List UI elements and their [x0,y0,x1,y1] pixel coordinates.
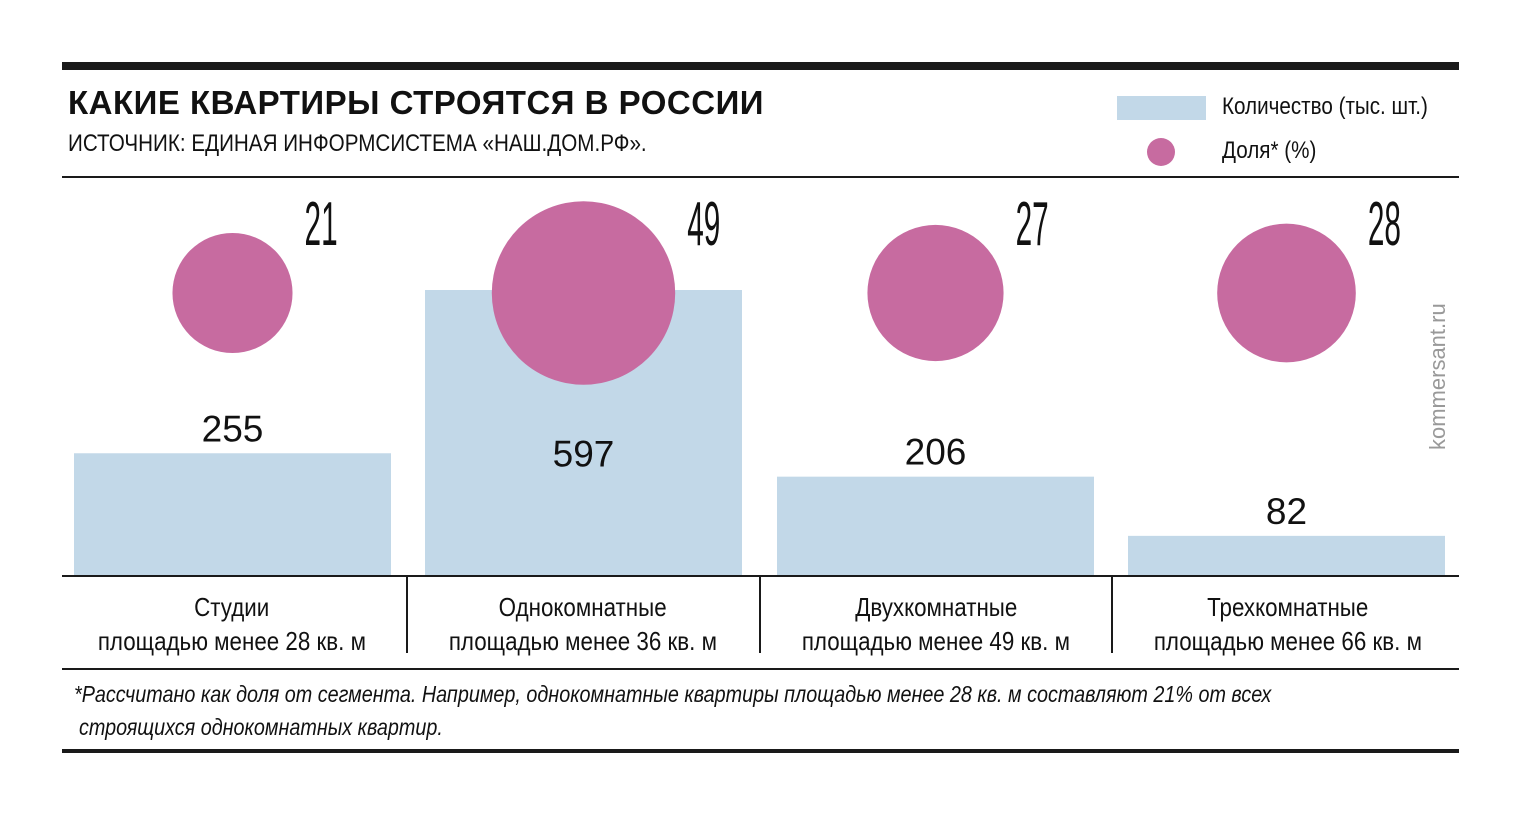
category-divider [759,577,761,653]
share-value-label: 27 [1016,190,1049,259]
share-value-label: 49 [687,190,720,259]
bar-value-label: 255 [202,408,264,449]
category-label-line: площадью менее 36 кв. м [448,626,718,656]
bottom-rule [62,749,1459,753]
legend-bar-text: Количество (тыс. шт.) [1222,93,1428,120]
category-label-line: Трехкомнатные [1207,592,1369,622]
chart-title: КАКИЕ КВАРТИРЫ СТРОЯТСЯ В РОССИИ [68,84,765,121]
category-label-line: Двухкомнатные [854,592,1018,622]
share-bubble [867,224,1004,362]
share-value-label: 21 [305,190,338,259]
footnote-line: *Рассчитано как доля от сегмента. Наприм… [74,681,1272,707]
category-label-line: Однокомнатные [499,592,667,622]
category-label: Двухкомнатные площадью менее 49 кв. м [760,590,1112,658]
footnote-rule [62,668,1459,670]
legend-bubble-text: Доля* (%) [1222,137,1317,164]
category-divider [406,577,408,653]
category-label: Трехкомнатные площадью менее 66 кв. м [1112,590,1464,658]
legend-bubble-swatch [1147,138,1175,166]
share-bubble [491,201,676,385]
source-text: ИСТОЧНИК: ЕДИНАЯ ИНФОРМСИСТЕМА «НАШ.ДОМ.… [68,130,647,157]
chart-source: ИСТОЧНИК: ЕДИНАЯ ИНФОРМСИСТЕМА «НАШ.ДОМ.… [68,130,741,158]
footnote-line: строящихся однокомнатных квартир. [79,714,443,740]
legend-bubble-label: Доля* (%) [1222,137,1332,165]
category-label: Однокомнатные площадью менее 36 кв. м [407,590,759,658]
category-label-line: площадью менее 66 кв. м [1153,626,1423,656]
bar [1128,535,1445,575]
share-value-label: 28 [1368,190,1401,259]
share-bubble [1217,223,1356,363]
bar [74,453,391,575]
bar-value-label: 206 [905,432,967,473]
header-rule [62,176,1459,178]
share-bubble [172,232,293,354]
watermark: kommersant.ru [1425,303,1450,450]
footnote: *Рассчитано как доля от сегмента. Наприм… [74,678,1474,744]
baseline-rule [62,575,1459,577]
category-divider [1111,577,1113,653]
bar-value-label: 597 [553,434,615,475]
category-label-line: площадью менее 28 кв. м [97,626,367,656]
category-label-line: Студии [194,592,270,622]
bar-value-label: 82 [1266,491,1307,532]
top-rule [62,62,1459,70]
bar [777,476,1094,575]
legend-bar-label: Количество (тыс. шт.) [1222,93,1461,121]
legend-bar-swatch [1117,96,1206,120]
category-label-line: площадью менее 49 кв. м [801,626,1071,656]
category-label: Студии площадью менее 28 кв. м [56,590,408,658]
